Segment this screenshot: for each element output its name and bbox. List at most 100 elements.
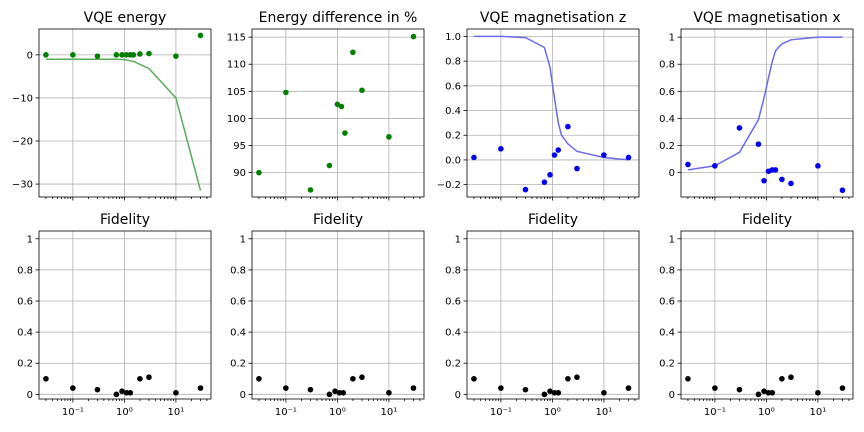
chart-title: Fidelity [528, 212, 578, 228]
data-point [839, 385, 846, 391]
data-point [94, 53, 101, 59]
axes-frame [251, 28, 425, 198]
data-point [113, 391, 120, 398]
data-point [350, 375, 356, 382]
data-point [712, 163, 718, 169]
y-tick-label: 95 [233, 141, 246, 152]
chart-title: VQE energy [84, 10, 167, 26]
data-point [173, 389, 179, 396]
chart-title: VQE magnetisation z [480, 10, 626, 26]
y-tick-label: 0.4 [659, 114, 675, 125]
data-point [815, 389, 821, 396]
data-point [283, 89, 289, 96]
y-tick-label: 0 [455, 390, 461, 401]
series-line [687, 36, 843, 171]
data-point [779, 176, 785, 183]
x-tick-label: 10⁻¹ [62, 407, 84, 418]
data-point [70, 52, 76, 58]
data-point [788, 180, 794, 187]
data-point [601, 152, 607, 158]
y-tick-label: 0.6 [659, 297, 675, 308]
data-point [127, 389, 134, 396]
chart-title: Fidelity [100, 212, 150, 228]
x-tick-label: 10⁰ [116, 407, 133, 418]
axes-frame [680, 28, 854, 198]
x-tick-label: 10¹ [168, 407, 185, 418]
data-point [555, 147, 562, 153]
data-point [307, 187, 314, 193]
series-line [473, 35, 629, 161]
data-point [283, 385, 289, 391]
data-point [386, 389, 392, 396]
data-point [601, 389, 607, 396]
data-point [326, 391, 333, 398]
data-point [43, 375, 49, 382]
y-tick-label: 0.6 [445, 81, 461, 92]
data-point [410, 385, 417, 391]
data-point [541, 179, 548, 185]
data-point [736, 125, 743, 131]
y-tick-label: 0 [27, 50, 33, 61]
data-point [137, 375, 143, 382]
y-tick-label: 0 [669, 390, 675, 401]
axes-frame [680, 230, 854, 400]
data-point [625, 385, 632, 391]
y-tick-label: 115 [227, 33, 246, 44]
y-tick-label: 1 [27, 234, 33, 245]
y-tick-label: 0 [669, 168, 675, 179]
data-point [359, 374, 365, 381]
data-point [130, 52, 137, 58]
data-point [712, 385, 718, 391]
x-tick-label: 10⁻¹ [704, 407, 726, 418]
data-point [565, 123, 571, 130]
y-tick-label: 0.6 [659, 87, 675, 98]
chart-panel-7: 10⁻¹ 10⁰ 10¹ 0 0.2 0.4 0.6 0.8 1 Fidelity [445, 212, 640, 418]
data-point [326, 162, 333, 169]
y-tick-label: 0.8 [230, 265, 246, 276]
axes-frame [466, 28, 640, 198]
series-line [45, 58, 202, 191]
y-tick-label: 0.4 [659, 328, 675, 339]
data-point [342, 130, 348, 136]
data-point [779, 375, 785, 382]
y-tick-label: −30 [12, 180, 33, 191]
y-tick-label: 0.2 [659, 359, 675, 370]
data-point [522, 186, 529, 193]
y-tick-label: 0.4 [230, 328, 246, 339]
y-tick-label: 1 [669, 234, 675, 245]
y-tick-label: 0.2 [659, 141, 675, 152]
y-tick-label: 0 [27, 390, 33, 401]
data-point [551, 152, 558, 158]
data-point [541, 391, 548, 398]
y-tick-label: 0.8 [445, 265, 461, 276]
data-point [307, 386, 314, 393]
y-tick-label: 0.2 [230, 359, 246, 370]
y-tick-label: 0.8 [445, 57, 461, 68]
data-point [137, 51, 143, 57]
chart-panel-4: 0 0.2 0.4 0.6 0.8 1 VQE magnetisation x [659, 10, 854, 201]
data-point [119, 388, 125, 395]
y-tick-label: 1 [669, 33, 675, 44]
y-tick-label: 1.0 [445, 32, 461, 43]
chart-panel-1: −30 −20 −10 0 VQE energy [12, 10, 212, 201]
data-point [574, 374, 580, 381]
data-point [471, 375, 477, 382]
data-point [574, 165, 580, 172]
data-point [119, 52, 125, 58]
data-point [761, 177, 767, 184]
y-tick-label: −0.2 [437, 180, 461, 191]
data-point [197, 385, 204, 391]
x-tick-label: 10¹ [381, 407, 398, 418]
y-tick-label: 0.6 [445, 297, 461, 308]
data-point [565, 375, 571, 382]
y-tick-label: 0.2 [445, 131, 461, 142]
data-point [146, 50, 152, 57]
chart-panel-5: 10⁻¹ 10⁰ 10¹ 0 0.2 0.4 0.6 0.8 1 Fidelity [17, 212, 212, 418]
y-tick-label: 1 [240, 234, 246, 245]
data-point [113, 52, 120, 58]
y-tick-label: 0.2 [445, 359, 461, 370]
data-point [70, 385, 76, 391]
y-tick-label: 105 [227, 87, 246, 98]
data-point [761, 388, 767, 395]
data-point [815, 163, 821, 169]
